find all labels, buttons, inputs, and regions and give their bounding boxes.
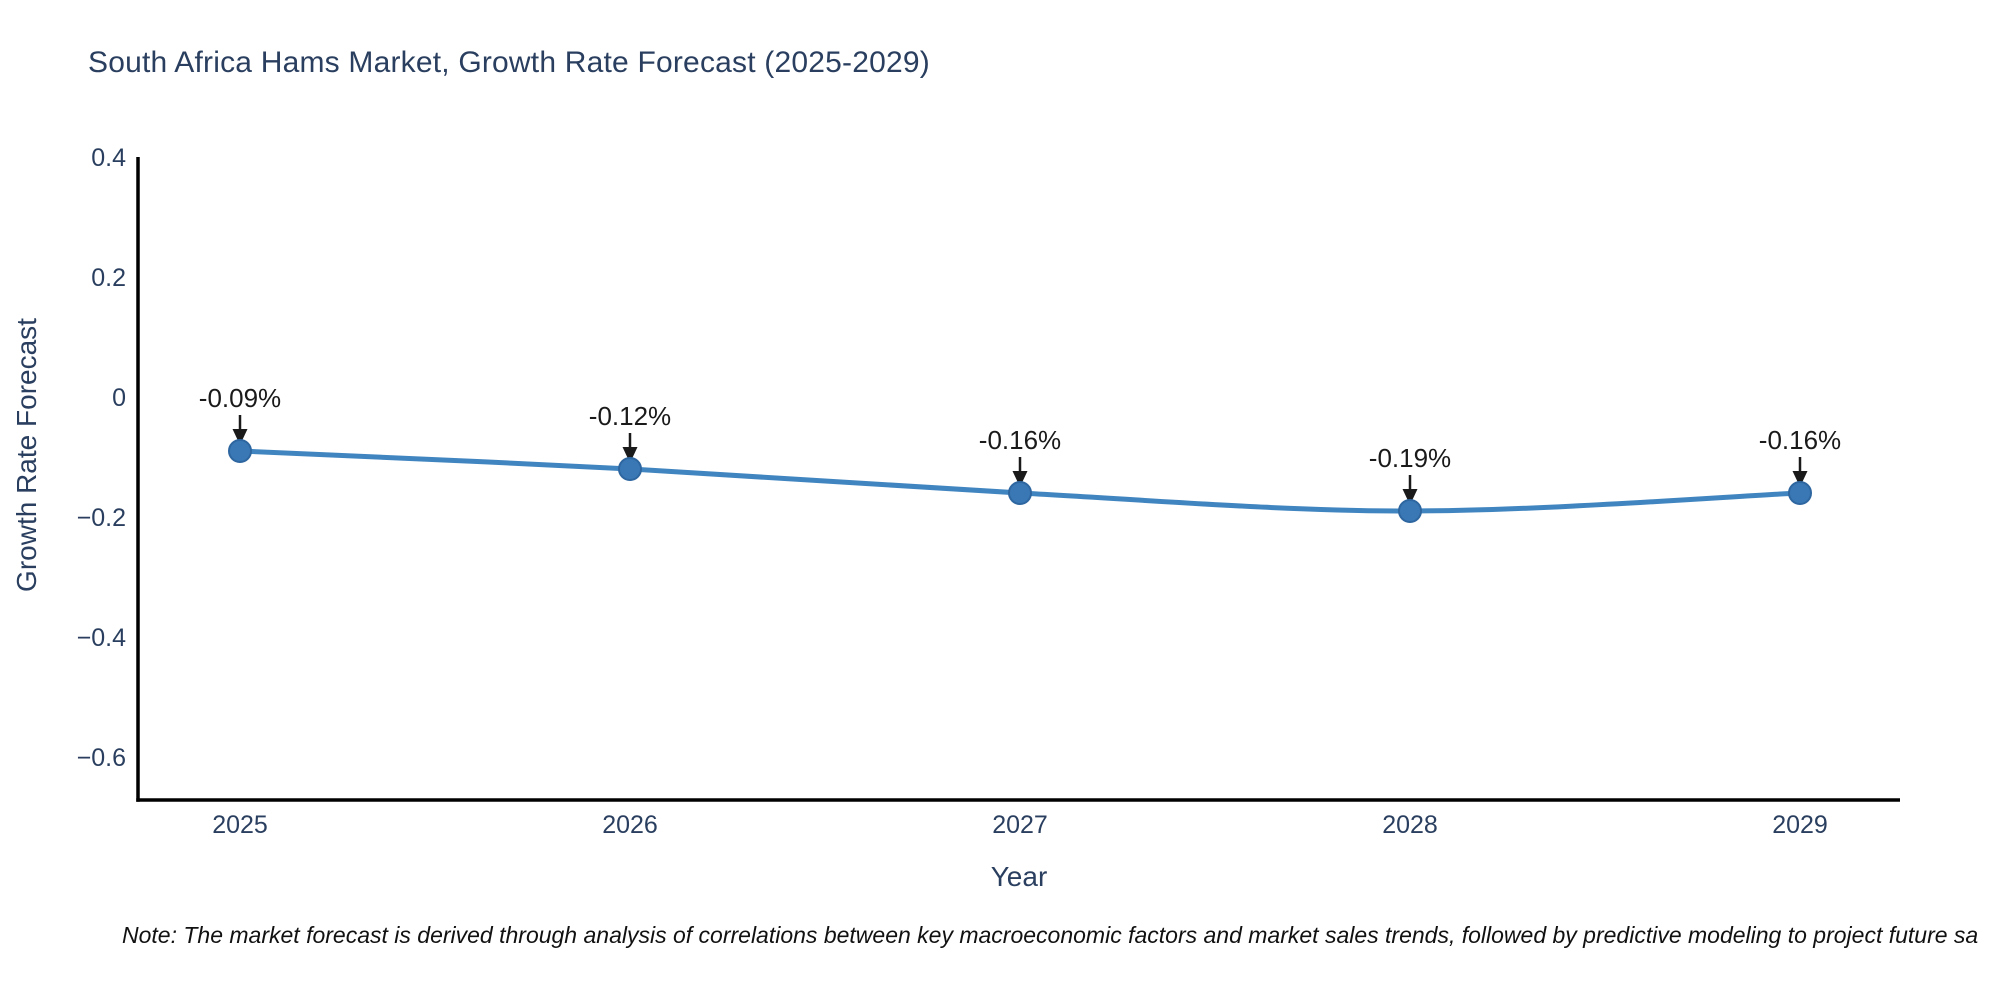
x-axis-title: Year: [991, 861, 1048, 892]
data-point-2026[interactable]: [618, 457, 642, 481]
annotation-label: -0.12%: [589, 401, 671, 431]
y-tick-label: −0.6: [77, 744, 126, 772]
y-tick-label: 0: [112, 384, 126, 412]
annotation-arrow-head: [622, 447, 638, 463]
y-tick-label: 0.2: [91, 264, 126, 292]
annotation-label: -0.16%: [1759, 425, 1841, 455]
chart-title: South Africa Hams Market, Growth Rate Fo…: [88, 46, 930, 79]
annotation-label: -0.16%: [979, 425, 1061, 455]
data-point-2027[interactable]: [1008, 481, 1032, 505]
annotation-arrow-head: [1402, 489, 1418, 505]
data-point-2025[interactable]: [228, 439, 252, 463]
annotation-label: -0.19%: [1369, 443, 1451, 473]
data-point-2028[interactable]: [1398, 499, 1422, 523]
x-tick-label: 2027: [992, 811, 1048, 839]
data-point-2029[interactable]: [1788, 481, 1812, 505]
annotation-label: -0.09%: [199, 383, 281, 413]
annotation-arrow-head: [232, 429, 248, 445]
y-axis-title: Growth Rate Forecast: [11, 318, 42, 592]
y-tick-label: −0.4: [77, 624, 126, 652]
annotation-arrow-head: [1012, 471, 1028, 487]
x-tick-label: 2026: [602, 811, 658, 839]
x-tick-label: 2025: [212, 811, 268, 839]
footnote: Note: The market forecast is derived thr…: [122, 922, 1979, 948]
x-tick-label: 2028: [1382, 811, 1438, 839]
y-tick-label: −0.2: [77, 504, 126, 532]
y-tick-label: 0.4: [91, 144, 126, 172]
x-tick-label: 2029: [1772, 811, 1828, 839]
annotation-arrow-head: [1792, 471, 1808, 487]
